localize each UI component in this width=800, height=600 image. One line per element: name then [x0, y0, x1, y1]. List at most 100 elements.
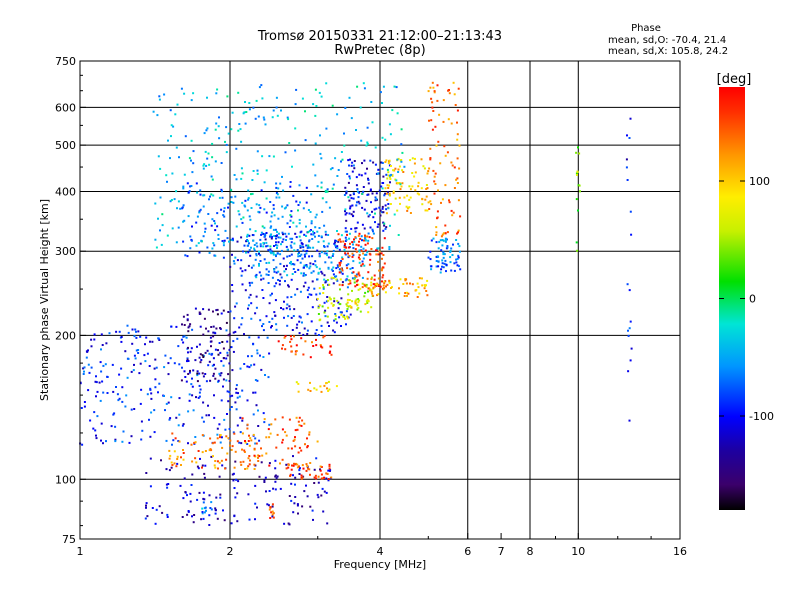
data-point: [409, 282, 411, 285]
data-point: [339, 240, 342, 243]
data-point: [459, 268, 462, 271]
data-point: [376, 172, 379, 175]
data-point: [355, 250, 358, 253]
data-point: [345, 238, 348, 241]
data-point: [176, 207, 178, 210]
data-point: [325, 201, 328, 204]
data-point: [184, 491, 187, 493]
data-point: [170, 135, 172, 138]
data-point: [389, 194, 391, 197]
data-point: [319, 468, 321, 471]
data-point: [341, 272, 344, 275]
data-point: [255, 273, 258, 276]
data-point: [186, 319, 189, 322]
data-point: [409, 196, 412, 199]
data-point: [274, 467, 277, 470]
data-point: [349, 305, 352, 307]
data-point: [628, 327, 631, 330]
data-point: [396, 158, 399, 161]
data-point: [330, 276, 333, 279]
data-point: [208, 251, 211, 254]
data-point: [453, 269, 456, 272]
data-point: [192, 162, 195, 165]
data-point: [397, 168, 400, 171]
data-point: [442, 251, 445, 254]
data-point: [370, 281, 373, 284]
data-point: [209, 195, 211, 198]
data-point: [280, 276, 283, 279]
data-point: [456, 177, 459, 180]
data-point: [353, 278, 356, 281]
data-point: [293, 249, 296, 252]
data-point: [235, 408, 238, 411]
data-point: [194, 441, 197, 444]
data-point: [220, 399, 223, 402]
data-point: [187, 330, 190, 333]
data-point: [625, 158, 628, 161]
data-point: [444, 239, 447, 242]
data-point: [252, 391, 255, 394]
data-point: [429, 86, 432, 89]
data-point: [455, 178, 458, 181]
data-point: [302, 285, 305, 288]
data-point: [275, 192, 278, 194]
data-point: [430, 97, 433, 100]
data-point: [191, 171, 194, 174]
data-point: [131, 328, 134, 331]
data-point: [377, 260, 379, 263]
data-point: [271, 503, 274, 506]
data-point: [290, 499, 293, 502]
data-point: [102, 364, 105, 367]
data-point: [381, 187, 384, 190]
data-point: [369, 226, 372, 229]
data-point: [351, 300, 354, 303]
data-point: [250, 317, 253, 320]
data-point: [414, 171, 417, 174]
data-point: [308, 255, 311, 258]
data-point: [275, 186, 278, 189]
data-point: [344, 236, 347, 239]
data-point: [315, 105, 318, 107]
data-point: [270, 423, 273, 426]
data-point: [256, 150, 259, 153]
data-point: [385, 173, 388, 176]
data-point: [204, 230, 206, 233]
data-point: [355, 204, 358, 207]
data-point: [457, 254, 460, 257]
data-point: [405, 282, 408, 285]
data-point: [228, 428, 231, 430]
data-point: [317, 496, 320, 499]
data-point: [254, 518, 256, 521]
data-point: [252, 106, 255, 109]
data-point: [358, 250, 361, 253]
data-point: [275, 96, 278, 99]
data-point: [364, 291, 367, 294]
data-point: [140, 388, 143, 391]
data-point: [278, 279, 281, 282]
data-point: [291, 329, 294, 331]
data-point: [389, 178, 392, 180]
data-point: [235, 178, 238, 181]
data-point: [290, 482, 293, 485]
data-point: [89, 419, 92, 422]
data-point: [182, 220, 185, 223]
data-point: [271, 317, 274, 320]
data-point: [364, 249, 367, 252]
data-point: [198, 395, 201, 398]
data-point: [277, 279, 280, 281]
x-tick-label: 2: [227, 545, 234, 558]
data-point: [219, 351, 222, 354]
data-point: [133, 363, 135, 366]
data-point: [381, 162, 384, 164]
data-point: [354, 227, 357, 230]
data-point: [371, 228, 374, 231]
data-point: [273, 245, 275, 247]
data-point: [177, 424, 180, 427]
data-point: [423, 167, 426, 170]
data-point: [278, 196, 281, 199]
data-point: [247, 355, 249, 358]
data-point: [276, 193, 279, 196]
data-point: [188, 393, 191, 396]
data-point: [272, 516, 275, 519]
